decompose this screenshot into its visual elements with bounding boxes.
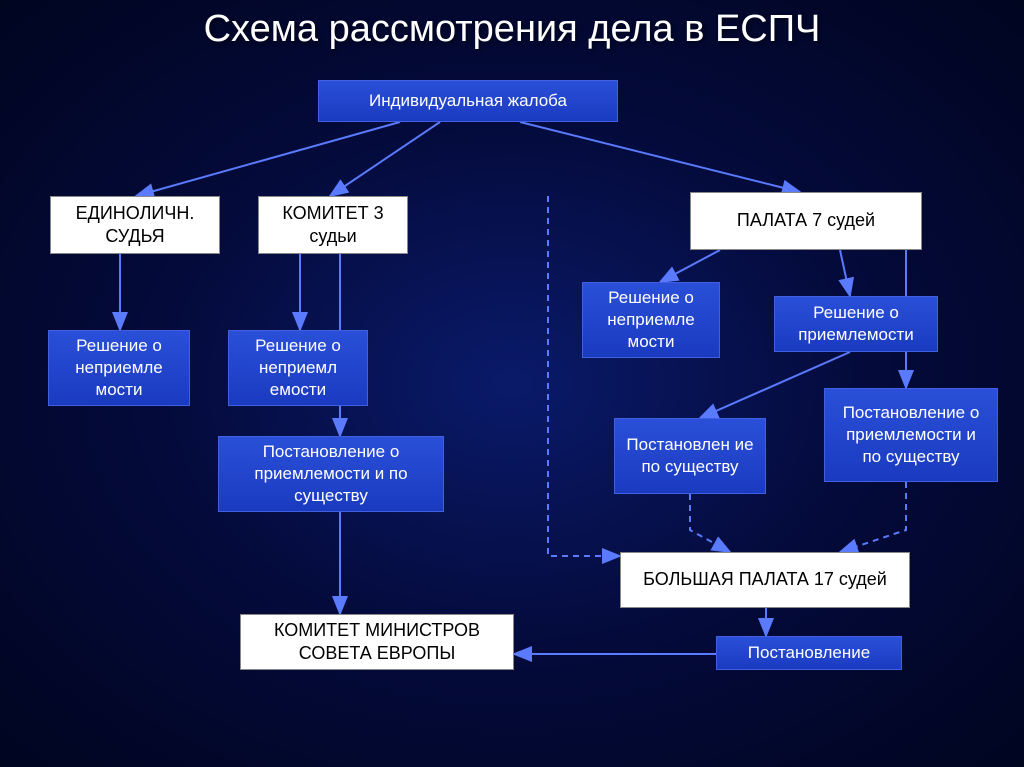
node-dec_inadm_2: Решение о неприемл емости — [228, 330, 368, 406]
node-post_final: Постановление — [716, 636, 902, 670]
node-post_adm_merits: Постановление о приемлемости и по сущест… — [218, 436, 444, 512]
node-dec_inadm_3: Решение о неприемле мости — [582, 282, 720, 358]
node-post_merits: Постановлен ие по существу — [614, 418, 766, 494]
node-chamber: ПАЛАТА 7 судей — [690, 192, 922, 250]
node-dec_inadm_1: Решение о неприемле мости — [48, 330, 190, 406]
node-committee: КОМИТЕТ 3 судьи — [258, 196, 408, 254]
node-single_judge: ЕДИНОЛИЧН. СУДЬЯ — [50, 196, 220, 254]
node-grand_chamber: БОЛЬШАЯ ПАЛАТА 17 судей — [620, 552, 910, 608]
slide-title: Схема рассмотрения дела в ЕСПЧ — [0, 0, 1024, 51]
node-committee_ministers: КОМИТЕТ МИНИСТРОВ СОВЕТА ЕВРОПЫ — [240, 614, 514, 670]
node-dec_adm: Решение о приемлемости — [774, 296, 938, 352]
node-complaint: Индивидуальная жалоба — [318, 80, 618, 122]
node-post_adm_merits_2: Постановление о приемлемости и по сущест… — [824, 388, 998, 482]
